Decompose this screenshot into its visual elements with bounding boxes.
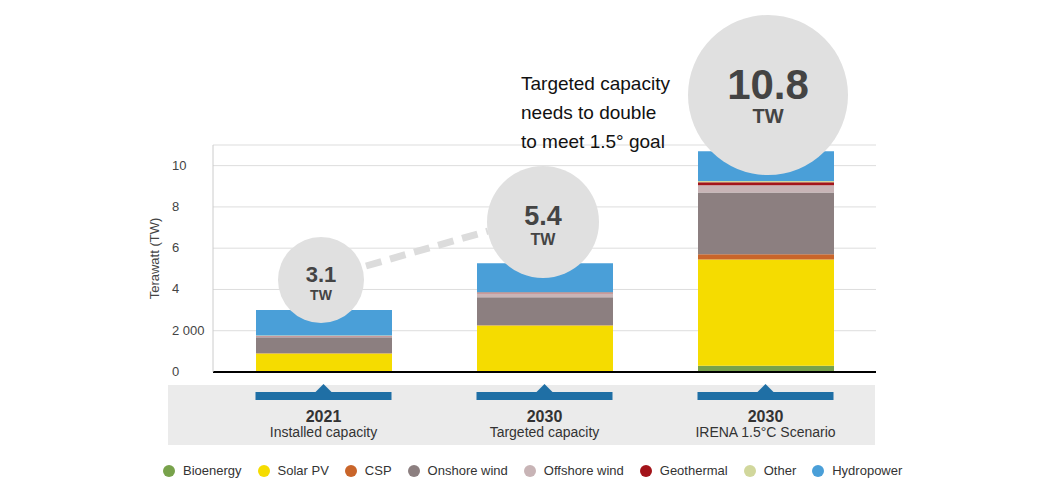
- html-text:Geothermal: Geothermal: [659, 463, 728, 478]
- svg-text:2030: 2030: [748, 408, 784, 425]
- svg-text:3.1: 3.1: [306, 262, 337, 287]
- svg-text:Terawatt (TW): Terawatt (TW): [147, 218, 162, 300]
- svg-text:10: 10: [172, 158, 186, 173]
- svg-text:IRENA 1.5°C Scenario: IRENA 1.5°C Scenario: [695, 424, 835, 440]
- html-text:Offshore wind: Offshore wind: [543, 463, 624, 478]
- svg-text:10.8: 10.8: [727, 61, 809, 108]
- html-text:Solar PV: Solar PV: [277, 463, 329, 478]
- svg-text:to meet 1.5° goal: to meet 1.5° goal: [521, 131, 665, 152]
- html-text:CSP: CSP: [364, 463, 392, 478]
- html-text:Onshore wind: Onshore wind: [427, 463, 508, 478]
- svg-text:Targeted capacity: Targeted capacity: [521, 73, 670, 94]
- svg-text:TW: TW: [531, 231, 557, 248]
- html-text:Hydropower: Hydropower: [832, 463, 903, 478]
- svg-text:Installed capacity: Installed capacity: [270, 424, 377, 440]
- svg-text:Targeted capacity: Targeted capacity: [490, 424, 600, 440]
- svg-text:8: 8: [172, 199, 179, 214]
- html-text:Bioenergy: Bioenergy: [183, 463, 242, 478]
- svg-text:5.4: 5.4: [524, 201, 562, 231]
- html-text:Other: Other: [763, 463, 797, 478]
- svg-text:TW: TW: [752, 105, 783, 127]
- svg-text:2 000: 2 000: [172, 323, 205, 338]
- svg-text:TW: TW: [310, 287, 333, 303]
- svg-text:needs to double: needs to double: [521, 102, 656, 123]
- svg-text:0: 0: [172, 364, 179, 379]
- svg-text:6: 6: [172, 240, 179, 255]
- svg-text:2030: 2030: [527, 408, 563, 425]
- svg-text:4: 4: [172, 281, 179, 296]
- svg-text:2021: 2021: [306, 408, 342, 425]
